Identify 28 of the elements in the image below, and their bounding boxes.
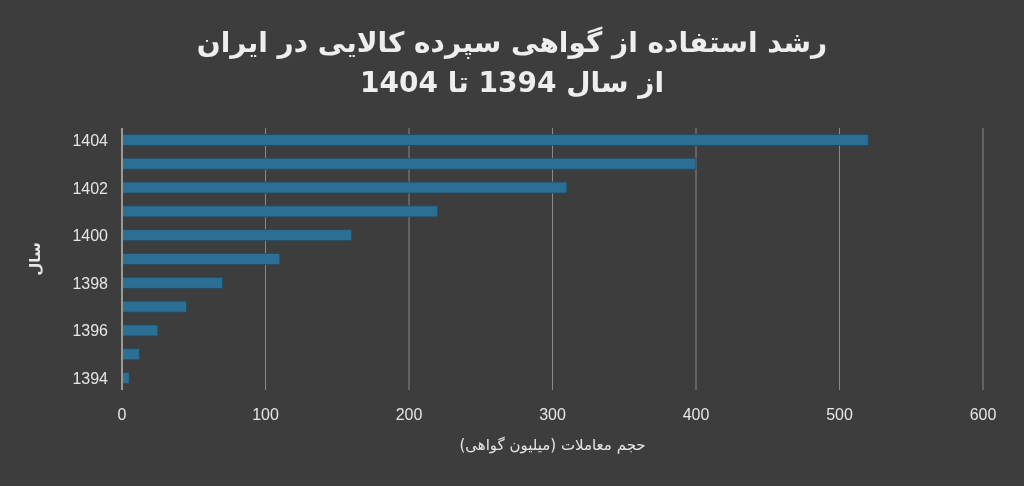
- x-tick-label: 500: [826, 406, 853, 423]
- x-tick-label: 600: [969, 406, 997, 423]
- chart-subtitle: از سال 1394 تا 1404: [360, 66, 664, 99]
- bar: [121, 253, 281, 265]
- bar: [121, 205, 439, 218]
- y-tick-label: 1400: [72, 227, 109, 245]
- y-tick-label: 1396: [72, 322, 109, 340]
- chart-title: رشد استفاده از گواهی سپرده کالایی در ایران: [196, 26, 828, 59]
- y-tick-label: 1402: [72, 179, 109, 197]
- x-tick-label: 200: [395, 406, 423, 423]
- x-axis-title: حجم معاملات (میلیون گواهی): [459, 436, 646, 454]
- bar: [121, 300, 187, 313]
- bar: [121, 276, 223, 289]
- bar: [121, 348, 140, 361]
- bar: [121, 229, 352, 242]
- x-tick-label: 300: [539, 406, 566, 423]
- bar: [121, 134, 869, 146]
- bar: [121, 324, 159, 337]
- x-tick-label: 0: [117, 406, 127, 423]
- y-axis-title: سال: [26, 242, 44, 276]
- y-tick-label: 1398: [72, 274, 109, 292]
- x-tick-label: 100: [252, 406, 279, 423]
- x-tick-label: 400: [682, 406, 710, 423]
- bar: [121, 157, 697, 170]
- bar: [121, 181, 568, 194]
- y-tick-label: 1394: [72, 370, 109, 388]
- bar: [121, 372, 130, 384]
- y-tick-label: 1404: [72, 131, 109, 149]
